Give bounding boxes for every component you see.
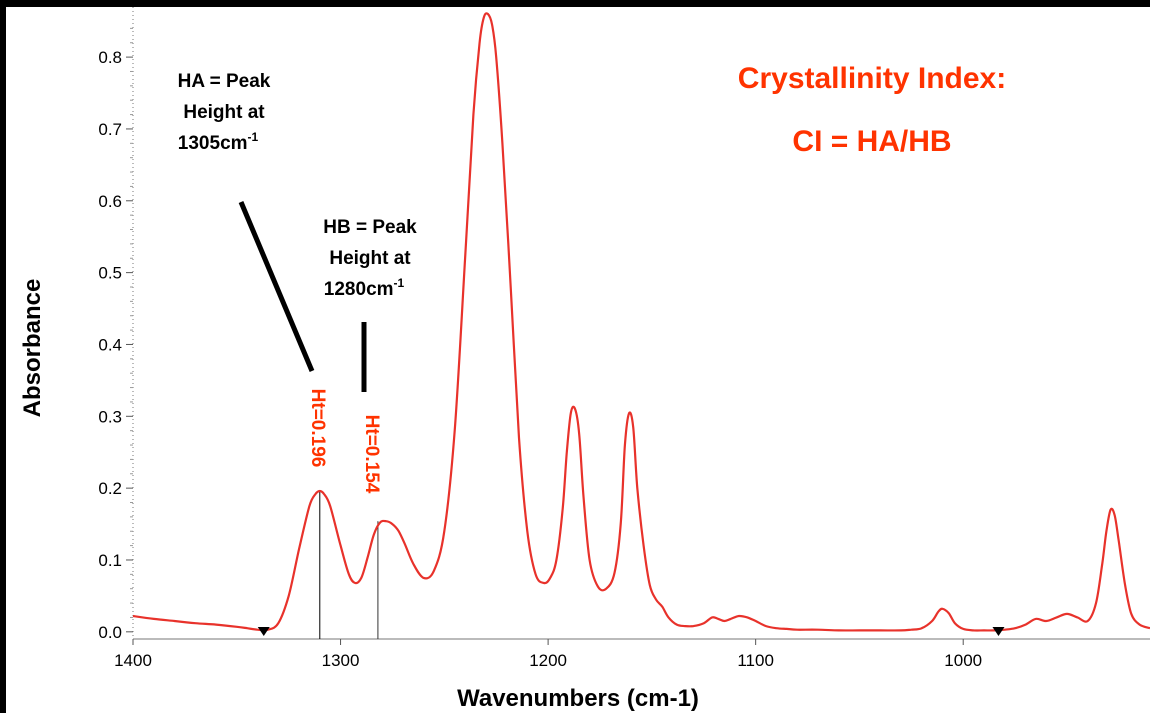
y-tick-label: 0.8 <box>98 48 122 67</box>
ha-label-line-2: Height at <box>183 102 265 123</box>
y-tick-label: 0.1 <box>98 551 122 570</box>
hb-label-line-1: HB = Peak <box>323 217 417 238</box>
ht-a-label: Ht=0.196 <box>307 389 328 468</box>
ha-label-line-3: 1305cm-1 <box>178 130 259 154</box>
y-axis-title: Absorbance <box>19 279 46 418</box>
ha-label-line-1: HA = Peak <box>178 71 271 92</box>
x-tick-label: 1400 <box>114 651 152 670</box>
ci-formula: CI = HA/HB <box>792 125 951 158</box>
spectrum-line <box>132 12 1150 632</box>
hb-label-line-3: 1280cm-1 <box>324 276 405 300</box>
x-tick-label: 1300 <box>322 651 360 670</box>
chart-frame: 0.0 0.1 0.2 0.3 0.4 0.5 0.6 0.7 0.8 1400 1300 1200 1… <box>6 7 1150 713</box>
y-tick-label: 0.3 <box>98 407 122 426</box>
y-tick-label: 0.2 <box>98 479 122 498</box>
x-tick-label: 1000 <box>944 651 982 670</box>
ci-title: Crystallinity Index: <box>738 62 1006 95</box>
y-tick-label: 0.6 <box>98 192 122 211</box>
x-axis-title: Wavenumbers (cm-1) <box>457 685 699 712</box>
ha-label-superscript: -1 <box>248 130 259 144</box>
y-tick-label: 0.4 <box>98 335 122 354</box>
spectrum-chart: 0.0 0.1 0.2 0.3 0.4 0.5 0.6 0.7 0.8 1400 1300 1200 1… <box>19 7 1150 712</box>
annotation-layer: HA = Peak Height at 1305cm-1 HB = Peak H… <box>178 62 1006 636</box>
ha-pointer-line <box>238 201 315 372</box>
ha-label-wavenumber: 1305cm <box>178 133 248 154</box>
baseline-marker <box>992 627 1005 636</box>
ticks-layer: 0.0 0.1 0.2 0.3 0.4 0.5 0.6 0.7 0.8 1400 1300 1200 1… <box>98 7 1150 670</box>
ht-b-label: Ht=0.154 <box>361 415 382 494</box>
hb-label-wavenumber: 1280cm <box>324 279 394 300</box>
x-tick-label: 1200 <box>529 651 567 670</box>
baseline-marker <box>257 627 270 636</box>
y-tick-label: 0.0 <box>98 623 122 642</box>
x-tick-label: 1100 <box>737 651 774 670</box>
y-tick-label: 0.7 <box>98 120 122 139</box>
hb-label-superscript: -1 <box>394 276 405 290</box>
y-tick-label: 0.5 <box>98 264 122 283</box>
hb-label-line-2: Height at <box>329 248 411 269</box>
series-layer <box>132 12 1150 639</box>
